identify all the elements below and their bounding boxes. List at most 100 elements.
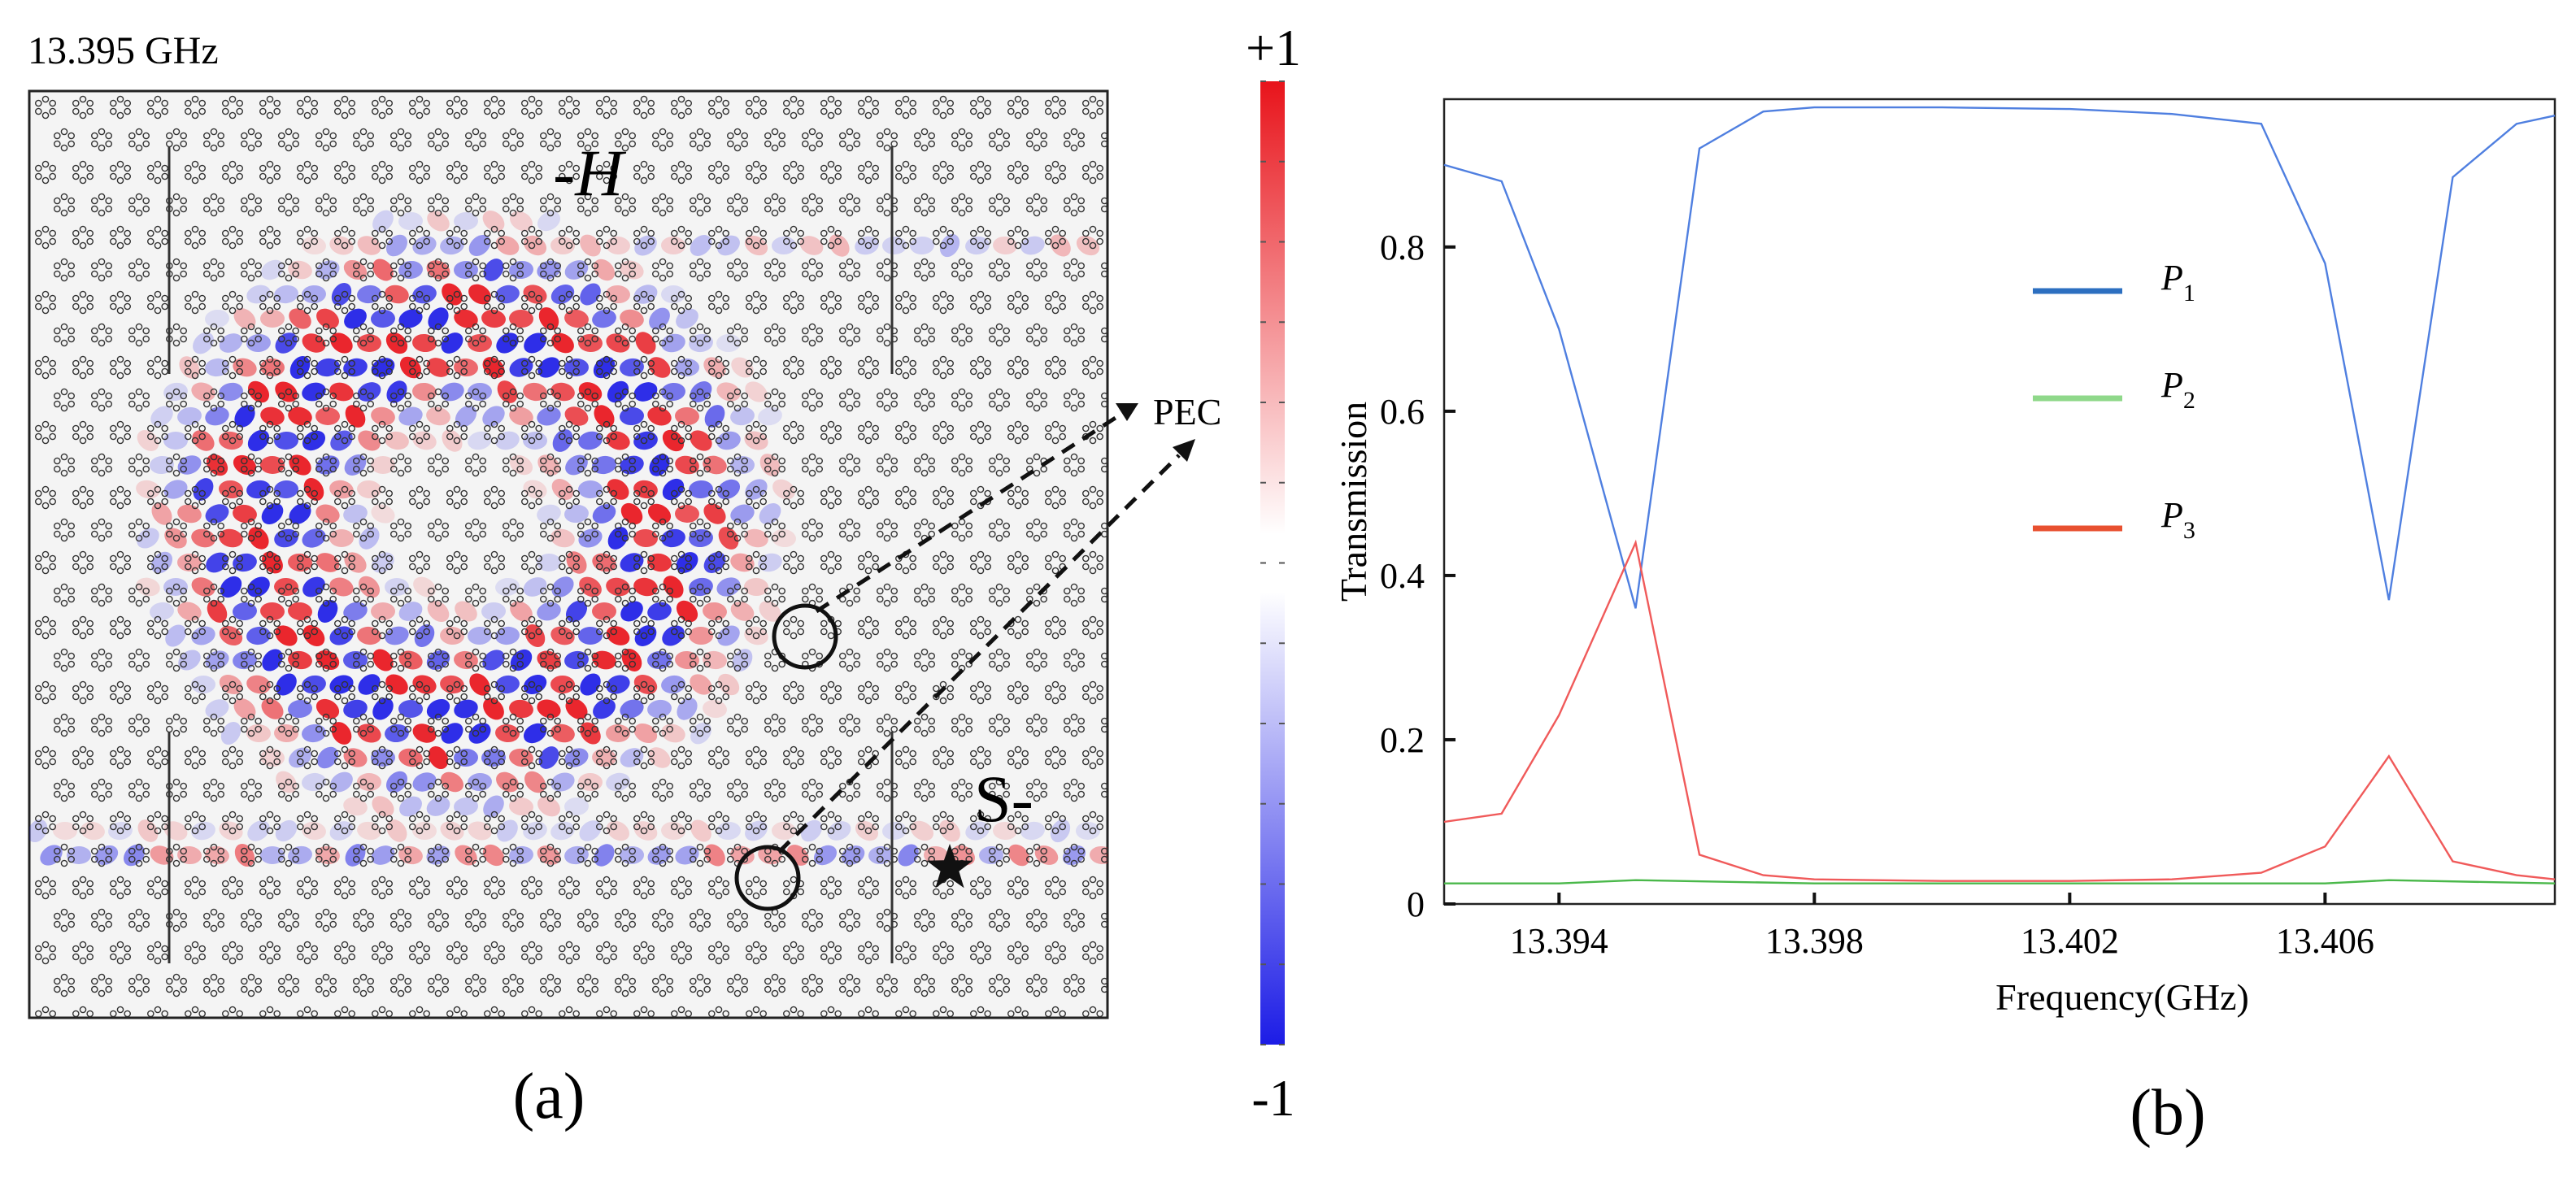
lattice-hole <box>446 294 454 302</box>
lattice-hole <box>124 229 131 237</box>
lattice-hole <box>621 339 629 347</box>
field-blob <box>482 844 505 867</box>
lattice-hole <box>610 99 618 107</box>
lattice-hole <box>933 172 940 180</box>
lattice-hole <box>1146 275 1151 280</box>
lattice-hole <box>1127 356 1133 362</box>
lattice-unit <box>184 160 206 185</box>
lattice-hole <box>154 160 162 168</box>
lattice-hole <box>79 241 87 250</box>
field-blob <box>177 845 202 865</box>
lattice-hole <box>453 290 461 298</box>
lattice-hole <box>715 160 723 168</box>
lattice-hole <box>727 197 734 205</box>
lattice-hole <box>834 302 842 311</box>
field-blob <box>53 821 77 841</box>
lattice-hole <box>479 327 487 335</box>
lattice-hole <box>217 262 225 270</box>
lattice-hole <box>285 323 293 331</box>
lattice-hole <box>1134 555 1140 561</box>
field-blob <box>690 819 711 842</box>
lattice-hole <box>217 132 225 140</box>
lattice-unit <box>315 193 337 217</box>
lattice-hole <box>472 339 480 347</box>
lattice-hole <box>333 302 342 311</box>
lattice-hole <box>442 270 450 278</box>
lattice-hole <box>778 197 786 205</box>
field-blob <box>703 602 727 621</box>
lattice-hole <box>727 270 734 278</box>
lattice-unit <box>333 95 356 120</box>
field-blob <box>744 577 768 597</box>
lattice-hole <box>928 270 935 278</box>
lattice-hole <box>247 144 255 152</box>
lattice-hole <box>858 99 865 107</box>
field-blob <box>689 480 713 499</box>
lattice-hole <box>35 237 42 246</box>
lattice-hole <box>1051 225 1060 233</box>
lattice-hole <box>172 274 181 282</box>
lattice-hole <box>1101 132 1107 140</box>
lattice-hole <box>41 111 50 120</box>
lattice-hole <box>54 262 61 270</box>
lattice-hole <box>465 335 472 343</box>
lattice-hole <box>715 176 723 185</box>
lattice-hole <box>584 209 592 217</box>
lattice-hole <box>60 258 68 266</box>
lattice-hole <box>839 132 846 140</box>
lattice-hole <box>333 229 342 237</box>
lattice-hole <box>970 99 977 107</box>
lattice-hole <box>315 205 323 213</box>
lattice-hole <box>79 225 87 233</box>
lattice-hole <box>1139 336 1145 341</box>
lattice-hole <box>1064 132 1071 140</box>
field-blob <box>441 771 463 793</box>
lattice-hole <box>1059 302 1066 311</box>
field-blob <box>799 236 824 255</box>
lattice-unit <box>970 160 991 185</box>
lattice-unit <box>408 225 431 250</box>
lattice-hole <box>41 372 50 380</box>
lattice-hole <box>647 99 655 107</box>
lattice-hole <box>236 164 244 172</box>
lattice-hole <box>752 306 760 315</box>
lattice-hole <box>528 225 536 233</box>
lattice-hole <box>920 144 929 152</box>
lattice-unit <box>428 128 450 152</box>
field-blob <box>315 406 340 426</box>
field-blob <box>580 234 601 257</box>
lattice-hole <box>752 241 760 250</box>
field-blob <box>302 333 326 353</box>
lattice-hole <box>902 95 910 103</box>
lattice-hole <box>259 99 267 107</box>
lattice-hole <box>1116 653 1121 658</box>
lattice-hole <box>367 140 375 148</box>
lattice-unit <box>989 128 1010 152</box>
lattice-hole <box>1003 262 1010 270</box>
lattice-hole <box>970 229 977 237</box>
lattice-hole <box>846 274 854 282</box>
lattice-hole <box>509 193 517 201</box>
field-blob <box>497 380 518 403</box>
lattice-hole <box>1045 172 1052 180</box>
lattice-hole <box>1033 144 1041 152</box>
lattice-hole <box>559 302 566 311</box>
lattice-hole <box>128 140 136 148</box>
field-blob <box>288 260 312 280</box>
lattice-hole <box>827 176 835 185</box>
lattice-hole <box>890 140 898 148</box>
lattice-hole <box>228 241 237 250</box>
lattice-hole <box>703 197 711 205</box>
field-blob <box>288 845 312 865</box>
lattice-unit <box>895 95 916 120</box>
lattice-hole <box>509 339 517 347</box>
lattice-unit <box>1120 96 1141 118</box>
lattice-hole <box>1127 372 1133 378</box>
lattice-hole <box>715 290 723 298</box>
lattice-hole <box>584 323 592 331</box>
lattice-hole <box>72 107 80 115</box>
lattice-hole <box>423 99 431 107</box>
lattice-hole <box>965 132 973 140</box>
lattice-hole <box>49 302 56 311</box>
lattice-hole <box>741 262 749 270</box>
